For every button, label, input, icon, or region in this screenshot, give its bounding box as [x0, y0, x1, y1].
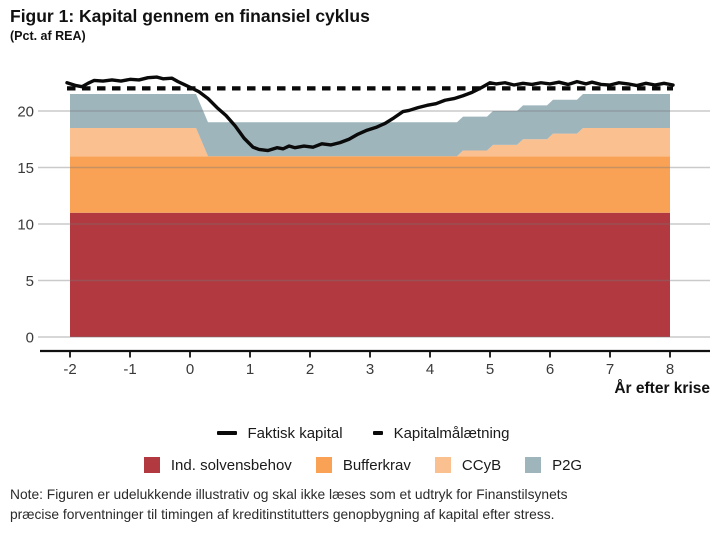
y-tick-label: 0 — [26, 330, 34, 347]
x-axis-title: År efter krise — [614, 380, 710, 397]
page-subtitle: (Pct. af REA) — [10, 29, 86, 43]
legend-label: CCyB — [461, 456, 502, 474]
y-tick-label: 5 — [26, 273, 34, 290]
legend-label: Ind. solvensbehov — [170, 456, 292, 474]
color-swatch-icon — [434, 457, 451, 473]
color-swatch-icon — [143, 457, 160, 473]
legend-item-p2g: P2G — [525, 457, 582, 474]
chart-svg: 0 5 10 15 20 -2 -1 0 1 2 3 4 5 6 7 8 År efter krise — [17, 75, 710, 397]
legend-label: Kapitalmålætning — [393, 424, 510, 442]
faktisk-kapital-line — [65, 75, 675, 153]
legend-item-bufferkrav: Bufferkrav — [315, 456, 411, 474]
x-tick-label: -2 — [63, 361, 76, 378]
color-swatch-icon — [315, 457, 332, 473]
note-text: Note: Figuren er udelukkende illustrativ… — [10, 485, 567, 524]
note-line-2: præcise forventninger til timingen af kr… — [10, 506, 555, 522]
legend-item-kapitalm-l-tning: Kapitalmålætning — [372, 424, 510, 442]
legend-label: P2G — [552, 456, 583, 474]
area-ccyb — [70, 127, 670, 157]
y-tick-label: 10 — [17, 217, 34, 234]
x-tick-label: 0 — [186, 361, 194, 378]
x-tick-label: 7 — [606, 361, 614, 378]
legend-lines-row: Faktisk kapital Kapitalmålætning — [0, 421, 726, 445]
x-tick-label: 1 — [246, 361, 254, 378]
legend-label: Faktisk kapital — [247, 424, 343, 442]
y-tick-label: 15 — [17, 160, 34, 177]
x-tick-label: 8 — [666, 361, 674, 378]
color-swatch-icon — [525, 457, 542, 473]
legend-label: Bufferkrav — [342, 456, 411, 474]
page-title: Figur 1: Kapital gennem en finansiel cyk… — [10, 6, 370, 26]
area-ind-solvensbehov — [70, 212, 670, 337]
x-tick-label: 6 — [546, 361, 554, 378]
x-tick-label: 2 — [306, 361, 314, 378]
area-p2g — [70, 94, 670, 157]
legend-item-ccyb: CCyB — [434, 456, 502, 474]
legend-fills-row: Ind. solvensbehov Bufferkrav CCyB P2G — [0, 455, 726, 475]
note-line-1: Note: Figuren er udelukkende illustrativ… — [10, 487, 568, 502]
solid-line-key-icon — [216, 430, 237, 436]
x-tick-label: 5 — [486, 361, 494, 378]
dashed-line-key-icon — [372, 430, 383, 436]
legend-item-ind-solvensbehov: Ind. solvensbehov — [143, 456, 292, 474]
x-tick-label: 4 — [426, 361, 434, 378]
y-tick-label: 20 — [17, 104, 34, 121]
area-bufferkrav — [70, 156, 670, 213]
legend-item-faktisk-kapital: Faktisk kapital — [216, 424, 343, 442]
x-tick-label: -1 — [123, 361, 136, 378]
x-tick-label: 3 — [366, 361, 374, 378]
